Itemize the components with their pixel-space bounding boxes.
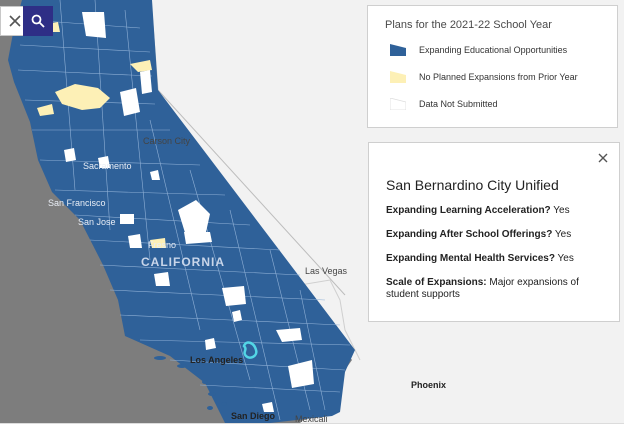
city-label-san-jose: San Jose bbox=[78, 217, 116, 227]
not-submitted-districts bbox=[24, 12, 314, 412]
popup-row-value: Yes bbox=[554, 229, 572, 240]
popup-row-mental-health: Expanding Mental Health Services? Yes bbox=[386, 253, 608, 265]
city-label-fresno: Fresno bbox=[148, 240, 177, 250]
popup-row-label: Expanding Learning Acceleration? bbox=[386, 205, 551, 216]
close-icon bbox=[9, 15, 21, 27]
legend-label: Expanding Educational Opportunities bbox=[419, 45, 568, 55]
city-label-san-francisco: San Francisco bbox=[48, 198, 106, 208]
legend-label: Data Not Submitted bbox=[419, 99, 498, 109]
popup-row-label: Scale of Expansions: bbox=[386, 277, 487, 288]
popup-close-button[interactable] bbox=[598, 151, 608, 166]
legend-panel: Plans for the 2021-22 School Year Expand… bbox=[367, 5, 618, 128]
popup-row-label: Expanding Mental Health Services? bbox=[386, 253, 555, 264]
legend-label: No Planned Expansions from Prior Year bbox=[419, 72, 578, 82]
popup-row-value: Yes bbox=[557, 253, 574, 264]
legend-item-expanding: Expanding Educational Opportunities bbox=[390, 44, 567, 56]
city-label-phoenix: Phoenix bbox=[411, 380, 447, 390]
search-button[interactable] bbox=[23, 6, 53, 36]
city-label-mexicali: Mexicali bbox=[295, 414, 328, 424]
legend-title: Plans for the 2021-22 School Year bbox=[385, 19, 552, 31]
close-icon bbox=[598, 153, 608, 163]
popup-row-after-school: Expanding After School Offerings? Yes bbox=[386, 229, 608, 241]
legend-swatch-not-submitted bbox=[390, 98, 406, 110]
city-label-san-diego: San Diego bbox=[231, 411, 276, 421]
river-line bbox=[299, 279, 361, 361]
popup-row-value: Major expansions of student supports bbox=[386, 277, 579, 300]
popup-row-label: Expanding After School Offerings? bbox=[386, 229, 553, 240]
popup-row-value: Yes bbox=[553, 205, 570, 216]
legend-item-not-submitted: Data Not Submitted bbox=[390, 98, 498, 110]
popup-title: San Bernardino City Unified bbox=[386, 177, 559, 193]
channel-islands bbox=[154, 356, 227, 410]
city-label-carson-city: Carson City bbox=[143, 136, 191, 146]
selected-district-outline[interactable] bbox=[242, 341, 258, 359]
city-label-las-vegas: Las Vegas bbox=[305, 266, 348, 276]
legend-swatch-no-planned bbox=[390, 71, 406, 83]
state-label-california: CALIFORNIA bbox=[141, 255, 225, 269]
city-label-sacramento: Sacramento bbox=[83, 161, 132, 171]
legend-swatch-expanding bbox=[390, 44, 406, 56]
no-planned-expansion-districts bbox=[37, 22, 166, 248]
search-icon bbox=[31, 14, 45, 28]
popup-row-scale: Scale of Expansions: Major expansions of… bbox=[386, 277, 608, 301]
city-label-los-angeles: Los Angeles bbox=[190, 355, 244, 365]
district-popup: San Bernardino City Unified Expanding Le… bbox=[368, 142, 620, 322]
popup-row-learning-acceleration: Expanding Learning Acceleration? Yes bbox=[386, 205, 608, 217]
legend-item-no-planned: No Planned Expansions from Prior Year bbox=[390, 71, 578, 83]
